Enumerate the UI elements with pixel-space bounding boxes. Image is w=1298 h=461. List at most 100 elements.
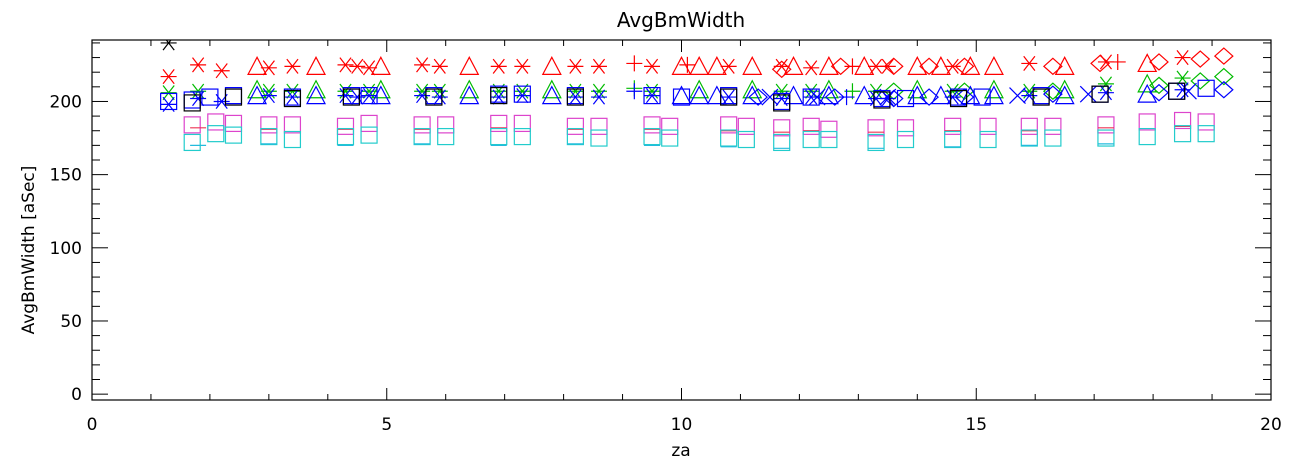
data-point-asterisk (284, 83, 301, 99)
data-point-square (720, 88, 738, 106)
series-15 (160, 40, 177, 51)
data-point-diamond (883, 89, 904, 108)
data-point-triangle (742, 79, 763, 99)
data-point-triangle (689, 79, 710, 99)
series-11 (748, 80, 1234, 108)
data-point-triangle (783, 56, 804, 75)
data-point-triangle (960, 56, 981, 75)
data-point-triangle (742, 85, 763, 105)
data-point-square (802, 117, 820, 135)
data-point-square (896, 119, 915, 137)
data-point-triangle (907, 56, 928, 75)
data-point-square (1032, 88, 1050, 106)
data-point-asterisk (160, 69, 177, 85)
data-point-diamond (1213, 47, 1234, 65)
data-point-diamond (824, 88, 845, 106)
data-point-square (896, 130, 915, 149)
data-point-square (566, 127, 584, 146)
y-tick-label: 100 (50, 239, 82, 259)
data-point-square (160, 92, 178, 111)
data-point-square (643, 127, 661, 146)
data-point-square (360, 87, 378, 105)
data-point-square (979, 130, 997, 149)
data-point-plus (844, 58, 861, 75)
data-point-square (566, 117, 584, 135)
data-point-asterisk (190, 57, 207, 73)
data-point-square (643, 87, 661, 105)
data-point-triangle (1054, 79, 1075, 99)
data-point-asterisk (213, 63, 230, 79)
data-markers (160, 40, 1234, 152)
data-point-square (1020, 129, 1038, 147)
data-point-diamond (1042, 85, 1063, 103)
data-point-cross (1180, 82, 1197, 100)
data-point-asterisk (190, 83, 207, 99)
data-point-square (590, 117, 608, 135)
data-point-diamond (1149, 76, 1169, 95)
data-point-square (183, 116, 201, 134)
data-point-square (661, 129, 679, 147)
data-point-asterisk (644, 88, 661, 104)
series-19 (190, 143, 1114, 149)
data-point-square (260, 127, 278, 146)
data-point-triangle (247, 56, 268, 75)
data-point-triangle (818, 85, 839, 105)
series-17 (190, 125, 1191, 133)
data-point-square (896, 89, 915, 108)
data-point-asterisk (431, 58, 448, 74)
data-point-square (183, 133, 201, 152)
data-point-asterisk (414, 57, 431, 73)
data-point-square (944, 130, 962, 149)
data-point-square (820, 130, 838, 149)
data-point-asterisk (160, 40, 177, 51)
data-point-asterisk (1174, 49, 1191, 66)
data-point-square (360, 114, 378, 133)
data-point-triangle (818, 56, 839, 75)
data-point-square (437, 116, 455, 134)
data-point-asterisk (720, 58, 737, 74)
plot-frame (91, 39, 1272, 401)
data-point-asterisk (213, 93, 230, 110)
data-point-asterisk (284, 58, 301, 74)
data-point-asterisk (361, 88, 378, 104)
data-point-square (342, 88, 360, 106)
series-14 (183, 82, 1186, 112)
data-point-asterisk (431, 89, 448, 105)
data-point-square (360, 126, 378, 144)
data-point-triangle (306, 85, 327, 105)
data-point-square (820, 120, 838, 138)
data-point-diamond (1190, 72, 1211, 90)
data-point-asterisk (431, 83, 448, 99)
series-0 (160, 49, 1191, 85)
data-point-triangle (983, 56, 1004, 75)
data-point-triangle (930, 56, 951, 75)
data-point-plus (626, 83, 643, 100)
data-point-diamond (954, 57, 975, 76)
data-point-diamond (748, 88, 769, 106)
data-point-triangle (247, 85, 268, 105)
data-point-asterisk (567, 83, 584, 99)
data-point-square (737, 117, 755, 135)
data-point-square (979, 117, 997, 135)
data-point-triangle (706, 85, 727, 105)
x-tick-label: 10 (671, 415, 693, 435)
data-point-square (643, 116, 661, 134)
data-point-triangle (306, 56, 327, 75)
data-point-triangle (671, 85, 692, 105)
data-point-square (183, 94, 201, 112)
data-point-square (413, 116, 431, 134)
data-point-asterisk (1097, 85, 1114, 101)
data-point-asterisk (590, 83, 607, 99)
data-point-plus (838, 89, 855, 106)
data-point-triangle (1137, 53, 1158, 73)
x-tick-label: 15 (965, 415, 987, 435)
data-point-square (1138, 113, 1156, 131)
data-point-plus (679, 56, 696, 73)
data-point-asterisk (879, 58, 896, 74)
data-point-square (867, 133, 885, 152)
data-point-square (773, 119, 791, 137)
data-point-square (672, 88, 691, 106)
data-point-triangle (960, 85, 981, 105)
data-point-square (802, 88, 820, 106)
